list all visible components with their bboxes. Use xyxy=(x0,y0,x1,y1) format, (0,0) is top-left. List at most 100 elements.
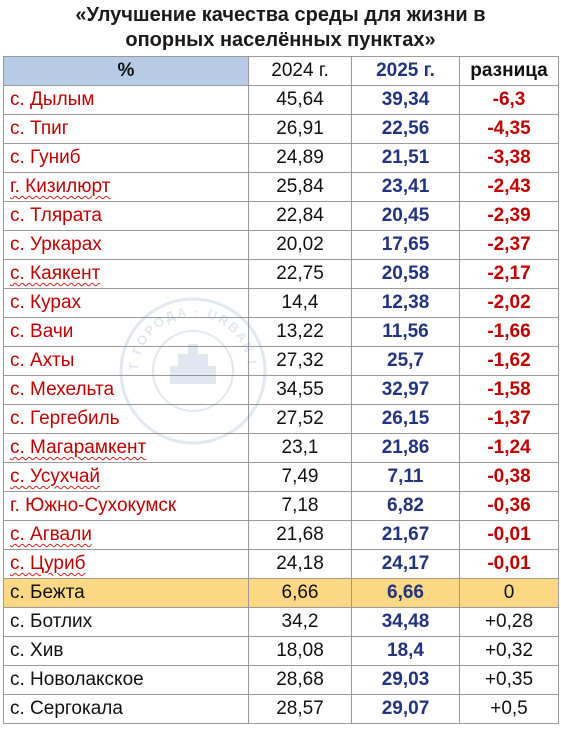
comparison-table: % 2024 г. 2025 г. разница с. Дылым 45,64… xyxy=(3,56,559,724)
header-row: % 2024 г. 2025 г. разница xyxy=(3,56,559,86)
difference: -0,01 xyxy=(459,549,559,579)
value-2024: 7,49 xyxy=(248,462,352,492)
value-2024: 27,52 xyxy=(248,404,352,434)
value-2024: 26,91 xyxy=(248,114,352,144)
table-row: с. Уркарах 20,02 17,65 -2,37 xyxy=(3,230,559,260)
value-2024: 28,68 xyxy=(248,665,352,695)
table-row: с. Магарамкент 23,1 21,86 -1,24 xyxy=(3,433,559,463)
settlement-name: с. Вачи xyxy=(3,317,249,347)
value-2025: 12,38 xyxy=(351,288,460,318)
difference: -0,36 xyxy=(459,491,559,521)
settlement-name: с. Курах xyxy=(3,288,249,318)
difference: -1,62 xyxy=(459,346,559,376)
table-row: с. Ботлих 34,2 34,48 +0,28 xyxy=(3,607,559,637)
value-2024: 25,84 xyxy=(248,172,352,202)
settlement-name: с. Новолакское xyxy=(3,665,249,695)
difference: -2,17 xyxy=(459,259,559,289)
value-2025: 7,11 xyxy=(351,462,460,492)
difference: -2,43 xyxy=(459,172,559,202)
difference: -0,01 xyxy=(459,520,559,550)
difference: +0,5 xyxy=(459,694,559,724)
table-row: с. Усухчай 7,49 7,11 -0,38 xyxy=(3,462,559,492)
difference: +0,32 xyxy=(459,636,559,666)
settlement-name: с. Ботлих xyxy=(3,607,249,637)
value-2024: 24,18 xyxy=(248,549,352,579)
title-line-2: опорных населённых пунктах» xyxy=(125,29,436,51)
table-row: с. Дылым 45,64 39,34 -6,3 xyxy=(3,85,559,115)
header-2024: 2024 г. xyxy=(248,56,352,86)
table-row: с. Гергебиль 27,52 26,15 -1,37 xyxy=(3,404,559,434)
table-row: с. Курах 14,4 12,38 -2,02 xyxy=(3,288,559,318)
value-2025: 6,66 xyxy=(351,578,460,608)
value-2025: 26,15 xyxy=(351,404,460,434)
table-row: с. Каякент 22,75 20,58 -2,17 xyxy=(3,259,559,289)
table-row: с. Мехельта 34,55 32,97 -1,58 xyxy=(3,375,559,405)
difference: -1,58 xyxy=(459,375,559,405)
value-2024: 22,84 xyxy=(248,201,352,231)
difference: -2,37 xyxy=(459,230,559,260)
value-2024: 34,55 xyxy=(248,375,352,405)
value-2025: 11,56 xyxy=(351,317,460,347)
settlement-name: г. Кизилюрт xyxy=(3,172,249,202)
value-2024: 20,02 xyxy=(248,230,352,260)
value-2025: 20,58 xyxy=(351,259,460,289)
value-2025: 39,34 xyxy=(351,85,460,115)
settlement-name: с. Каякент xyxy=(3,259,249,289)
table-row: г. Кизилюрт 25,84 23,41 -2,43 xyxy=(3,172,559,202)
value-2024: 7,18 xyxy=(248,491,352,521)
settlement-name: с. Бежта xyxy=(3,578,249,608)
table-row: с. Агвали 21,68 21,67 -0,01 xyxy=(3,520,559,550)
difference: -1,24 xyxy=(459,433,559,463)
table-row: с. Сергокала 28,57 29,07 +0,5 xyxy=(3,694,559,724)
value-2025: 17,65 xyxy=(351,230,460,260)
table-row: г. Южно-Сухокумск 7,18 6,82 -0,36 xyxy=(3,491,559,521)
settlement-name: с. Тпиг xyxy=(3,114,249,144)
settlement-name: с. Цуриб xyxy=(3,549,249,579)
value-2025: 21,86 xyxy=(351,433,460,463)
settlement-name: с. Хив xyxy=(3,636,249,666)
value-2024: 6,66 xyxy=(248,578,352,608)
value-2025: 23,41 xyxy=(351,172,460,202)
difference: -1,37 xyxy=(459,404,559,434)
settlement-name: с. Сергокала xyxy=(3,694,249,724)
value-2025: 21,51 xyxy=(351,143,460,173)
table-row: с. Цуриб 24,18 24,17 -0,01 xyxy=(3,549,559,579)
value-2025: 29,03 xyxy=(351,665,460,695)
value-2024: 18,08 xyxy=(248,636,352,666)
page-title: «Улучшение качества среды для жизни в оп… xyxy=(0,3,561,53)
settlement-name: с. Усухчай xyxy=(3,462,249,492)
settlement-name: с. Магарамкент xyxy=(3,433,249,463)
header-percent: % xyxy=(3,56,249,86)
value-2024: 21,68 xyxy=(248,520,352,550)
value-2025: 34,48 xyxy=(351,607,460,637)
value-2025: 24,17 xyxy=(351,549,460,579)
difference: -6,3 xyxy=(459,85,559,115)
settlement-name: с. Агвали xyxy=(3,520,249,550)
table-row: с. Вачи 13,22 11,56 -1,66 xyxy=(3,317,559,347)
value-2024: 14,4 xyxy=(248,288,352,318)
settlement-name: с. Гергебиль xyxy=(3,404,249,434)
table-row: с. Ахты 27,32 25,7 -1,62 xyxy=(3,346,559,376)
table-row: с. Новолакское 28,68 29,03 +0,35 xyxy=(3,665,559,695)
difference: -2,39 xyxy=(459,201,559,231)
value-2025: 25,7 xyxy=(351,346,460,376)
difference: -2,02 xyxy=(459,288,559,318)
difference: -0,38 xyxy=(459,462,559,492)
settlement-name: с. Дылым xyxy=(3,85,249,115)
settlement-name: с. Гуниб xyxy=(3,143,249,173)
value-2025: 32,97 xyxy=(351,375,460,405)
value-2024: 22,75 xyxy=(248,259,352,289)
table-row: с. Тпиг 26,91 22,56 -4,35 xyxy=(3,114,559,144)
value-2025: 6,82 xyxy=(351,491,460,521)
difference: -4,35 xyxy=(459,114,559,144)
value-2024: 24,89 xyxy=(248,143,352,173)
difference: +0,28 xyxy=(459,607,559,637)
value-2025: 21,67 xyxy=(351,520,460,550)
settlement-name: с. Уркарах xyxy=(3,230,249,260)
value-2024: 45,64 xyxy=(248,85,352,115)
value-2025: 20,45 xyxy=(351,201,460,231)
value-2024: 34,2 xyxy=(248,607,352,637)
value-2025: 22,56 xyxy=(351,114,460,144)
value-2024: 27,32 xyxy=(248,346,352,376)
table-row-highlighted: с. Бежта 6,66 6,66 0 xyxy=(3,578,559,608)
